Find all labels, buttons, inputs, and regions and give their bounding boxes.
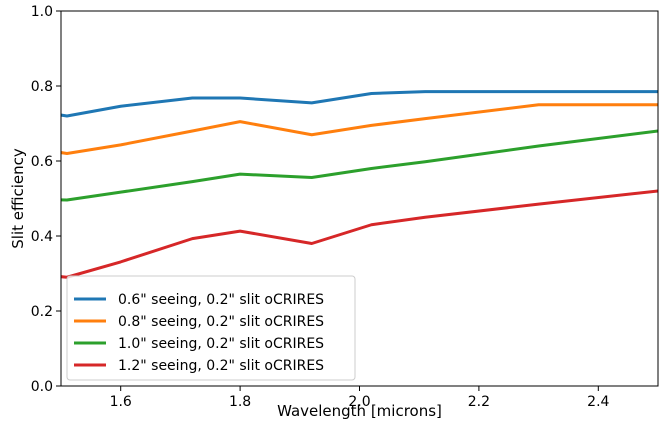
legend-label-1: 0.6" seeing, 0.2" slit oCRIRES <box>118 292 324 308</box>
legend-label-3: 1.0" seeing, 0.2" slit oCRIRES <box>118 336 324 352</box>
x-tick-label: 1.6 <box>110 394 132 410</box>
y-tick-label: 0.6 <box>31 154 53 170</box>
series-line-2 <box>61 103 658 155</box>
y-tick-label: 0.4 <box>31 229 53 245</box>
y-axis-ticks: 0.0 0.2 0.4 0.6 0.8 1.0 <box>31 4 61 395</box>
y-tick-label: 0.8 <box>31 79 53 95</box>
legend-box <box>66 275 356 381</box>
series-line-3 <box>61 129 658 202</box>
legend-label-4: 1.2" seeing, 0.2" slit oCRIRES <box>118 358 324 374</box>
x-tick-label: 2.0 <box>348 394 370 410</box>
x-axis-label: Wavelength [microns] <box>277 402 442 420</box>
x-tick-label: 2.4 <box>587 394 609 410</box>
y-tick-label: 0.0 <box>31 379 53 395</box>
series-lines <box>61 90 658 279</box>
series-line-1 <box>61 90 658 118</box>
legend: 0.6" seeing, 0.2" slit oCRIRES 0.8" seein… <box>66 275 356 381</box>
legend-label-2: 0.8" seeing, 0.2" slit oCRIRES <box>118 314 324 330</box>
y-axis-label: Slit efficiency <box>9 148 27 249</box>
series-line-4 <box>61 189 658 279</box>
y-tick-label: 1.0 <box>31 4 53 20</box>
x-tick-label: 2.2 <box>468 394 490 410</box>
x-tick-label: 1.8 <box>229 394 251 410</box>
x-axis-ticks: 1.6 1.8 2.0 2.2 2.4 <box>110 386 610 410</box>
y-tick-label: 0.2 <box>31 304 53 320</box>
